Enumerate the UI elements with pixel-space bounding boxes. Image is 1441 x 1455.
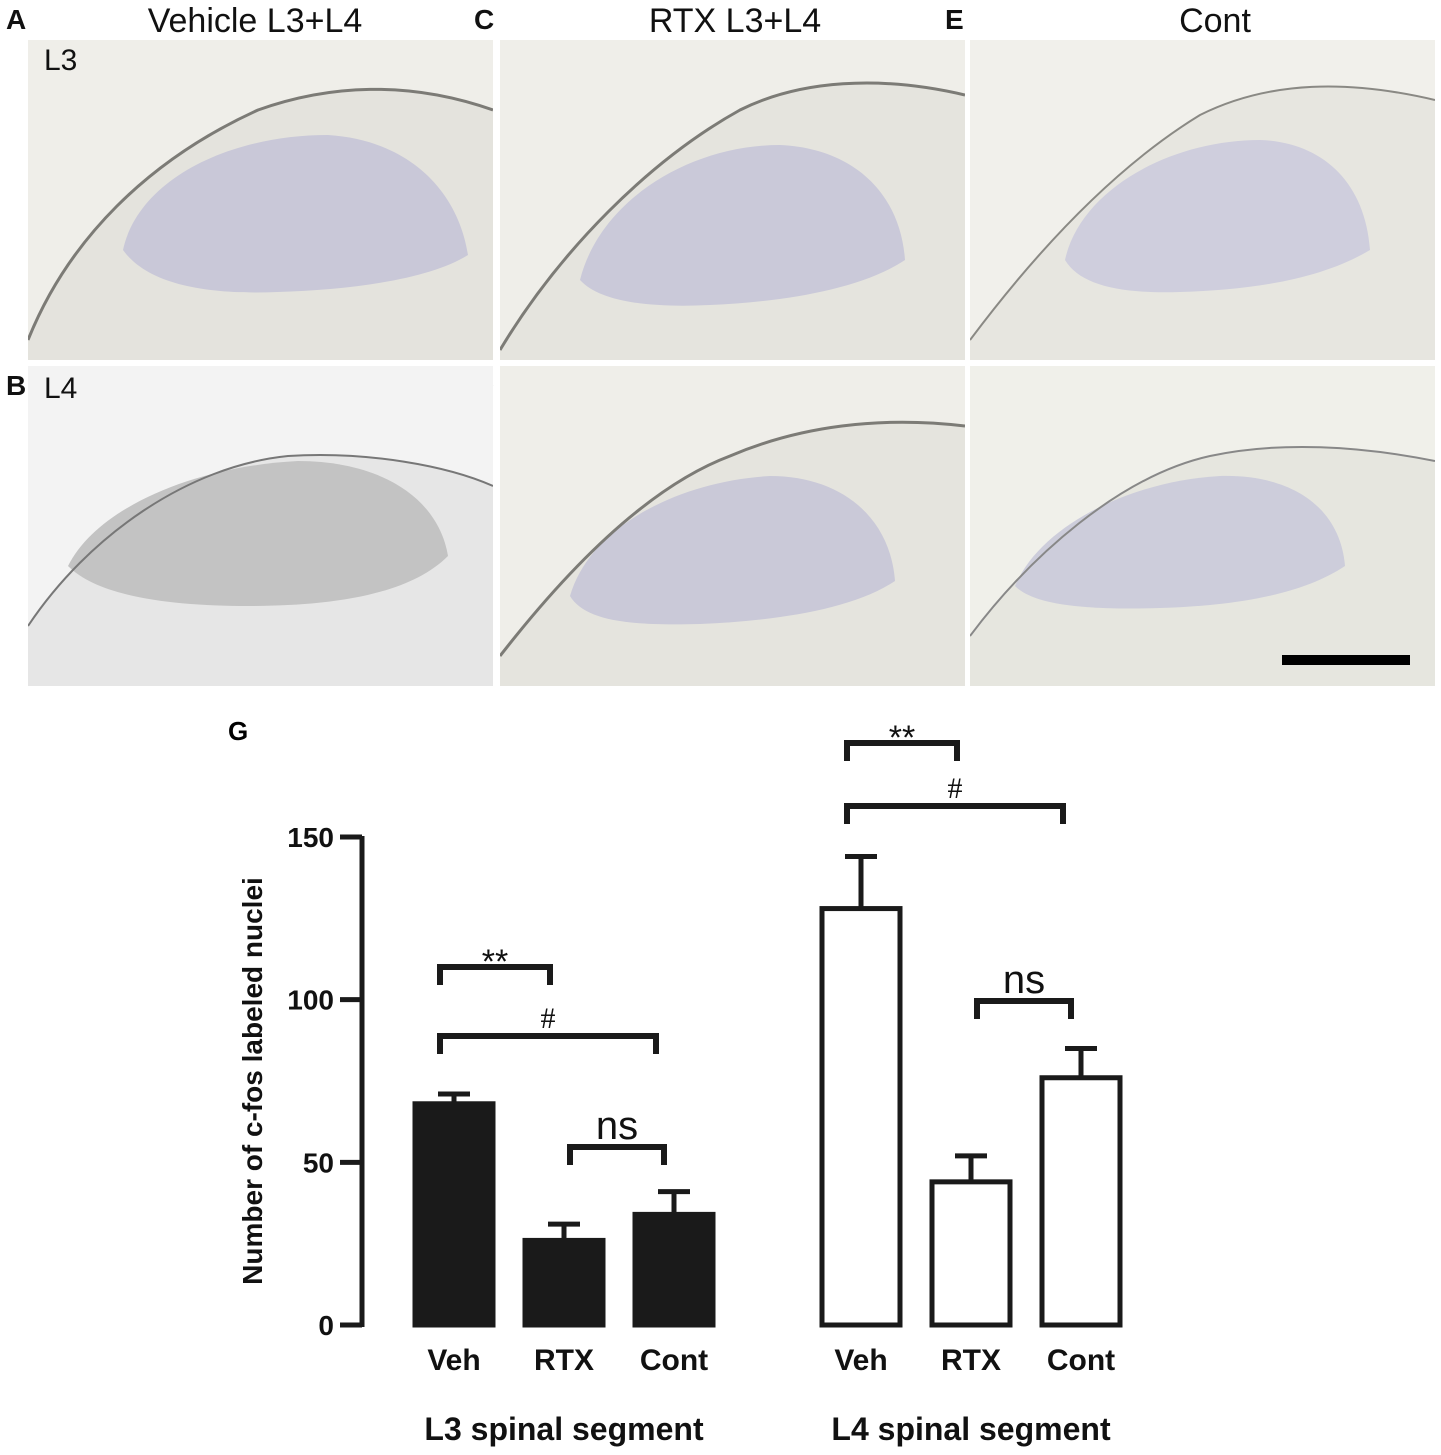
panel-letter-b: B <box>6 370 27 401</box>
significance-label: ** <box>889 719 915 757</box>
group-label: L4 spinal segment <box>831 1411 1111 1447</box>
panel-letter-a: A <box>6 4 27 35</box>
micrograph-b-image <box>28 366 493 686</box>
y-axis-label: Number of c-fos labeled nuclei <box>237 877 268 1285</box>
micrograph-c <box>500 40 965 360</box>
bar <box>1039 1075 1123 1328</box>
x-tick-label: Cont <box>640 1344 708 1377</box>
micrograph-b <box>28 366 493 686</box>
significance-bracket <box>844 740 960 761</box>
significance-label: ** <box>482 943 508 981</box>
panel-title-rtx: RTX L3+L4 <box>648 2 822 40</box>
y-tick-label: 100 <box>287 985 334 1016</box>
micrograph-f <box>970 366 1435 686</box>
significance-bracket <box>567 1144 667 1165</box>
micrograph-d <box>500 366 965 686</box>
bar <box>522 1237 606 1328</box>
group-label: L3 spinal segment <box>424 1411 704 1447</box>
x-tick-label: RTX <box>534 1344 594 1377</box>
micrograph-f-image <box>970 366 1435 686</box>
panel-letter-e: E <box>945 4 964 35</box>
y-tick-label: 0 <box>318 1310 334 1341</box>
significance-label: ns <box>1003 958 1045 1002</box>
panel-letter-c: C <box>474 4 495 35</box>
micrograph-d-image <box>500 366 965 686</box>
significance-bracket <box>974 998 1074 1019</box>
y-tick-label: 50 <box>303 1147 334 1178</box>
x-tick-label: RTX <box>941 1344 1001 1377</box>
significance-bracket <box>844 803 1066 824</box>
micrograph-a <box>28 40 493 360</box>
bar <box>412 1101 496 1328</box>
micrograph-e <box>970 40 1435 360</box>
panel-title-vehicle: Vehicle L3+L4 <box>147 2 363 40</box>
micrograph-a-image <box>28 40 493 360</box>
bar <box>632 1211 716 1328</box>
significance-label: # <box>948 772 963 805</box>
significance-label: # <box>541 1002 556 1035</box>
significance-bracket <box>437 1033 659 1054</box>
row-label-l4: L4 <box>44 372 78 405</box>
panel-title-cont: Cont <box>1179 2 1251 40</box>
significance-label: ns <box>596 1104 638 1148</box>
x-tick-label: Veh <box>427 1344 480 1377</box>
scale-bar <box>1282 655 1410 665</box>
bar-chart: G 0 50 100 150 Number of c-fos labeled nucle… <box>228 716 1123 1447</box>
x-tick-label: Cont <box>1047 1344 1115 1377</box>
significance-bracket <box>437 964 553 985</box>
micrograph-e-image <box>970 40 1435 360</box>
micrograph-c-image <box>500 40 965 360</box>
bar <box>819 906 903 1328</box>
x-tick-label: Veh <box>834 1344 887 1377</box>
panel-letter-g: G <box>228 716 248 746</box>
row-label-l3: L3 <box>44 44 78 77</box>
bar <box>929 1179 1013 1328</box>
y-tick-label: 150 <box>287 822 334 853</box>
